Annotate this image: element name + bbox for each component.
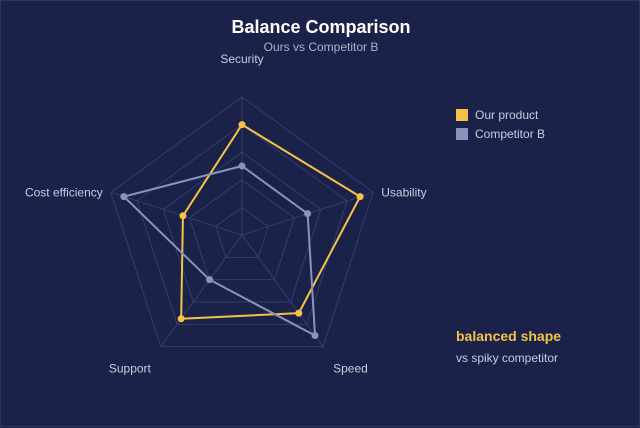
point-our-product-1	[356, 193, 364, 201]
point-our-product-2	[295, 309, 303, 317]
series-line-competitor-b	[122, 165, 317, 337]
annotation-title: balanced shape	[456, 328, 562, 344]
axis-spoke-3	[160, 234, 243, 347]
legend-swatch-our-product	[456, 108, 468, 121]
legend-item-competitor-b[interactable]: Competitor B	[456, 124, 545, 143]
axis-label-usability: Usability	[381, 185, 426, 199]
point-our-product-4	[179, 212, 187, 220]
point-our-product-3	[177, 315, 185, 323]
chart-title: Balance Comparison	[231, 17, 411, 37]
grid-ring-3	[162, 151, 322, 303]
annotation-subtitle: vs spiky competitor	[456, 351, 559, 365]
legend-label-competitor-b: Competitor B	[475, 126, 546, 141]
series-line-our-product	[180, 123, 362, 320]
axis-spoke-4	[110, 191, 243, 236]
grid-ring-2	[188, 179, 296, 281]
point-competitor-b-2	[311, 331, 319, 339]
point-competitor-b-0	[238, 162, 246, 170]
chart-subtitle: Ours vs Competitor B	[263, 40, 379, 54]
point-competitor-b-1	[304, 210, 312, 218]
legend: Our product Competitor B	[456, 105, 545, 143]
axis-label-security: Security	[220, 52, 263, 66]
point-our-product-0	[238, 121, 246, 129]
grid-ring-1	[215, 206, 269, 258]
grid-ring-5	[110, 96, 374, 348]
axis-spoke-2	[241, 234, 324, 347]
legend-swatch-competitor-b	[456, 127, 468, 140]
axis-label-cost-efficiency: Cost efficiency	[25, 185, 103, 199]
legend-item-our-product[interactable]: Our product	[456, 105, 545, 124]
axis-label-speed: Speed	[333, 362, 368, 376]
point-competitor-b-3	[206, 276, 214, 284]
legend-label-our-product: Our product	[475, 107, 539, 122]
point-competitor-b-4	[120, 193, 128, 201]
axis-label-support: Support	[109, 362, 152, 376]
